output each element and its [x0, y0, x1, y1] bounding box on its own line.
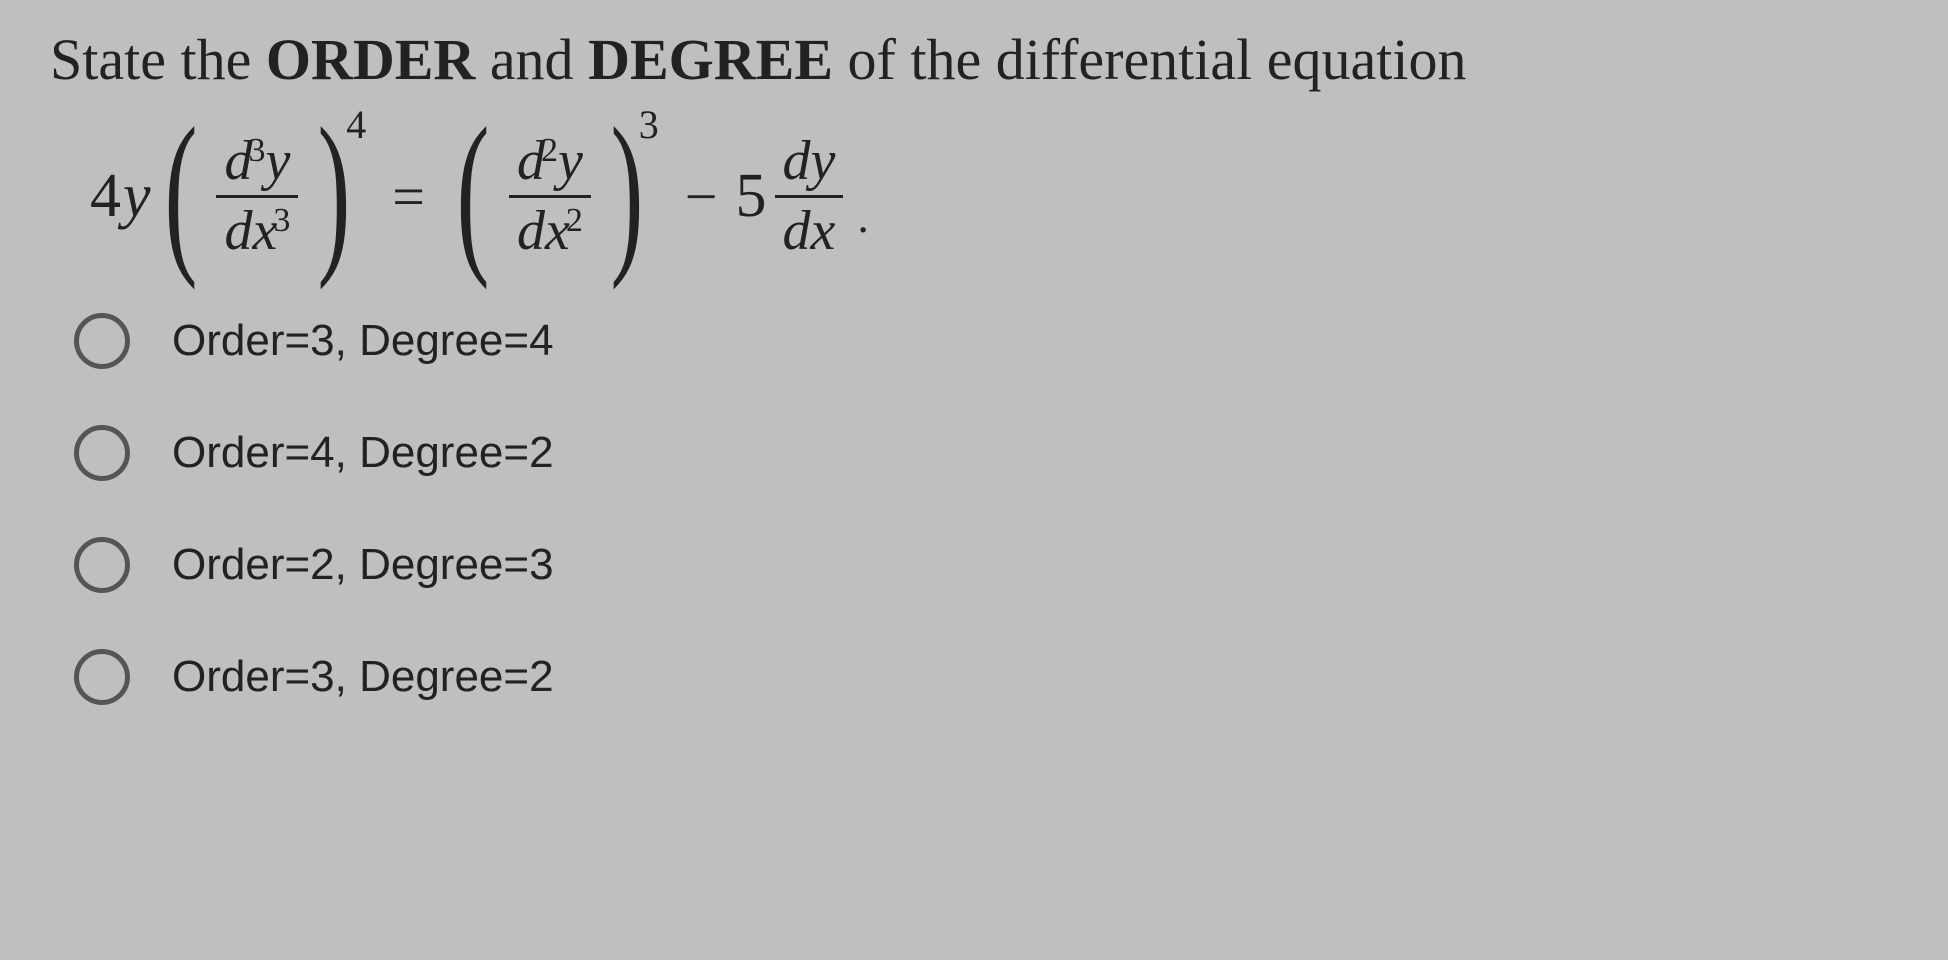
dx-sym: dx	[224, 200, 277, 262]
term2-outer-exp: 3	[639, 101, 659, 148]
option-2-label: Order=4, Degree=2	[172, 428, 554, 478]
var-y: y	[123, 161, 151, 232]
coef-4: 4	[90, 161, 121, 232]
question-mid: and	[475, 27, 588, 92]
option-4-label: Order=3, Degree=2	[172, 652, 554, 702]
option-3[interactable]: Order=2, Degree=3	[74, 537, 1898, 593]
frac2-num: d2y	[509, 132, 591, 191]
term1-group: ( d3y dx3 ) 4	[151, 120, 375, 273]
minus-sign: −	[685, 163, 718, 230]
frac3-bar	[775, 195, 844, 198]
dx-sym-2: dx	[517, 200, 570, 262]
frac-d2y-dx2: d2y dx2	[509, 132, 591, 261]
y-sym-2: y	[558, 130, 583, 192]
frac3-num: dy	[775, 132, 844, 191]
question-prefix: State the	[50, 27, 266, 92]
option-4[interactable]: Order=3, Degree=2	[74, 649, 1898, 705]
den2-exp: 2	[566, 202, 583, 239]
frac1-den: dx3	[216, 202, 298, 261]
term1-outer-exp: 4	[346, 101, 366, 148]
option-2[interactable]: Order=4, Degree=2	[74, 425, 1898, 481]
frac-dy-dx: dy dx	[775, 132, 844, 261]
frac1-bar	[216, 195, 298, 198]
frac3-den: dx	[775, 202, 844, 261]
question-suffix: of the differential equation	[833, 27, 1466, 92]
frac-d3y-dx3: d3y dx3	[216, 132, 298, 261]
y-sym: y	[265, 130, 290, 192]
option-3-label: Order=2, Degree=3	[172, 540, 554, 590]
question-text: State the ORDER and DEGREE of the differ…	[50, 28, 1898, 92]
num2-exp: 2	[541, 132, 558, 169]
frac2-bar	[509, 195, 591, 198]
question-page: State the ORDER and DEGREE of the differ…	[0, 0, 1948, 705]
equation-region: 4 y ( d3y dx3 ) 4 = (	[90, 120, 1898, 273]
term2-group: ( d2y dx2 ) 3	[443, 120, 667, 273]
radio-icon[interactable]	[74, 313, 130, 369]
question-bold-degree: DEGREE	[588, 27, 833, 92]
radio-icon[interactable]	[74, 537, 130, 593]
den1-exp: 3	[273, 202, 290, 239]
equation-period: .	[857, 190, 869, 243]
radio-icon[interactable]	[74, 425, 130, 481]
differential-equation: 4 y ( d3y dx3 ) 4 = (	[90, 120, 1898, 273]
option-1[interactable]: Order=3, Degree=4	[74, 313, 1898, 369]
num1-exp: 3	[248, 132, 265, 169]
frac1-num: d3y	[216, 132, 298, 191]
frac2-den: dx2	[509, 202, 591, 261]
coef-5: 5	[736, 161, 767, 232]
left-paren-1: (	[164, 114, 197, 267]
equals-sign: =	[392, 163, 425, 230]
option-1-label: Order=3, Degree=4	[172, 316, 554, 366]
left-paren-2: (	[457, 114, 490, 267]
answer-options: Order=3, Degree=4 Order=4, Degree=2 Orde…	[74, 313, 1898, 705]
radio-icon[interactable]	[74, 649, 130, 705]
question-bold-order: ORDER	[266, 27, 475, 92]
